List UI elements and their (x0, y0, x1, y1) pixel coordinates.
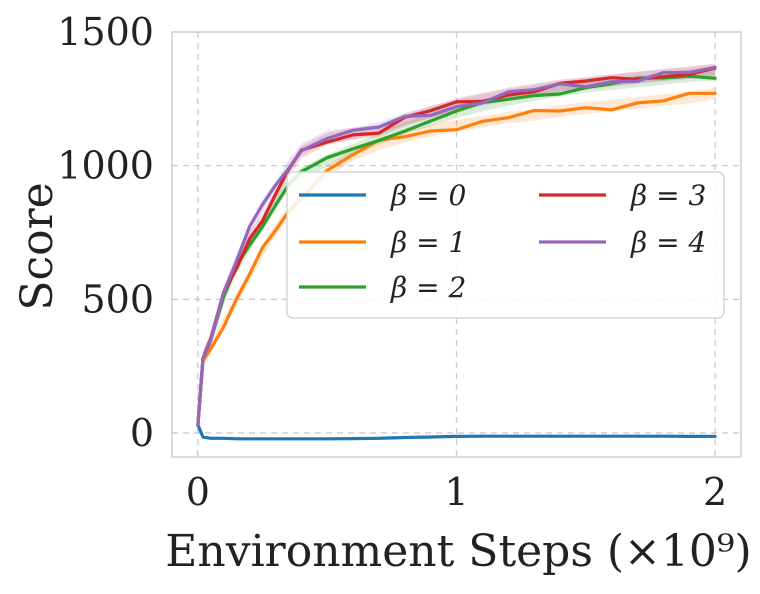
y-axis-label: Score (12, 182, 63, 310)
y-tick-label: 1500 (57, 10, 154, 54)
x-tick-label: 0 (186, 470, 210, 514)
y-tick-label: 1000 (57, 144, 154, 188)
x-tick-labels: 0 1 2 (186, 470, 727, 514)
x-axis-label: Environment Steps (×10⁹) (165, 526, 751, 577)
legend-label-0: β = 0 (390, 179, 466, 212)
plot-frame (171, 31, 742, 458)
x-tick-label: 2 (703, 470, 727, 514)
legend-items: β = 0 β = 1 β = 2 β = 3 β = 4 (299, 179, 706, 304)
series-lines (196, 65, 717, 441)
legend: β = 0 β = 1 β = 2 β = 3 β = 4 (286, 171, 725, 319)
legend-label-1: β = 1 (390, 226, 466, 259)
line-series-4 (196, 65, 717, 427)
x-tick-label: 1 (444, 470, 468, 514)
y-tick-labels: 0 500 1000 1500 (57, 10, 154, 455)
line-series-0 (196, 423, 717, 441)
line-series-1 (196, 91, 717, 427)
legend-box (286, 171, 725, 319)
y-tick-label: 0 (130, 411, 154, 455)
legend-label-4: β = 4 (630, 226, 706, 259)
y-tick-label: 500 (81, 277, 154, 321)
legend-label-2: β = 2 (390, 271, 466, 304)
legend-label-3: β = 3 (630, 179, 706, 212)
line-series-3 (196, 66, 717, 427)
